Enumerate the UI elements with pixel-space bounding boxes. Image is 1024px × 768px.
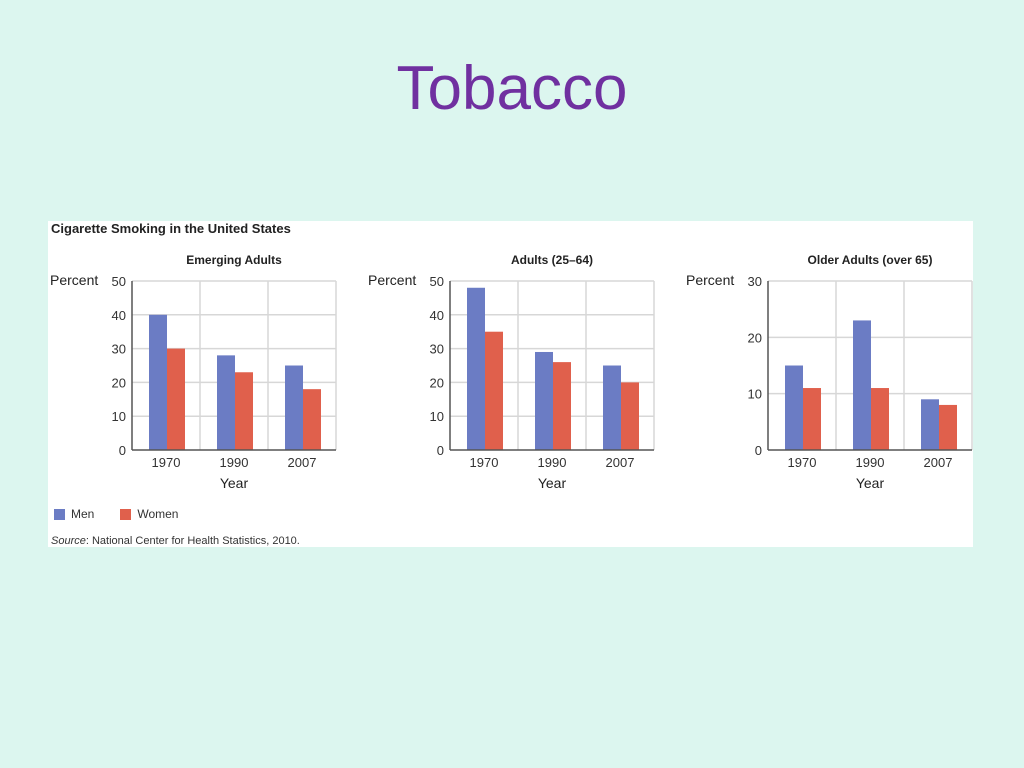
legend: Men Women: [54, 507, 204, 521]
source-text: : National Center for Health Statistics,…: [85, 535, 300, 547]
panel3-bar-men-1990: [853, 320, 871, 450]
chart-figure: Cigarette Smoking in the United States E…: [48, 221, 973, 547]
panel1-bar-women-1990: [235, 372, 253, 450]
figure-title: Cigarette Smoking in the United States: [51, 221, 291, 236]
panel1-ytick-label: 50: [112, 274, 126, 289]
panel2-ytick-label: 50: [430, 274, 444, 289]
legend-swatch-men: [54, 508, 65, 520]
panel2-ytick-label: 30: [430, 342, 444, 357]
source-label: Source: [51, 535, 86, 547]
panel2-bar-men-1990: [535, 351, 553, 450]
panel1-bar-women-1970: [167, 348, 185, 450]
panel2-bar-women-1990: [553, 362, 571, 450]
panel3-ytick-label: 10: [748, 387, 762, 402]
slide-title: Tobacco: [396, 54, 628, 123]
legend-item-women: Women: [120, 507, 178, 521]
panel1-ytick-label: 0: [119, 443, 126, 458]
panel3-xtick-label: 2007: [924, 455, 953, 470]
legend-label-men: Men: [71, 507, 95, 521]
panel3-bar-men-2007: [921, 399, 939, 450]
panel1-xtick-label: 1970: [152, 455, 181, 470]
panel2-xtick-label: 2007: [606, 455, 635, 470]
panel1-xtick-label: 2007: [288, 455, 317, 470]
panel1-bar-men-2007: [285, 365, 303, 450]
legend-label-women: Women: [137, 507, 179, 521]
panel1-ytick-label: 10: [112, 409, 126, 424]
panel1-bar-men-1970: [149, 314, 167, 450]
panel2-ytick-label: 10: [430, 409, 444, 424]
panel3-ytick-label: 30: [748, 274, 762, 289]
panel2-xtick-label: 1990: [538, 455, 567, 470]
panel2-ytick-label: 0: [437, 443, 444, 458]
panel1-ytick-label: 30: [112, 342, 126, 357]
legend-item-men: Men: [54, 507, 94, 521]
panel3-bar-women-1970: [803, 388, 821, 450]
panel3-bar-women-2007: [939, 404, 957, 450]
panel2-xtick-label: 1970: [470, 455, 499, 470]
legend-swatch-women: [120, 508, 132, 520]
panel1-xtick-label: 1990: [220, 455, 249, 470]
panel3-xlabel: Year: [856, 475, 885, 491]
panel1-bar-men-1990: [217, 355, 235, 450]
panel3-title: Older Adults (over 65): [808, 253, 933, 267]
panel1-xlabel: Year: [220, 475, 249, 491]
panel3-ytick-label: 20: [748, 330, 762, 345]
panel2-bar-men-1970: [467, 287, 485, 450]
panel1-ylabel: Percent: [50, 272, 98, 288]
panel3-bar-men-1970: [785, 365, 803, 450]
panel1-bar-women-2007: [303, 389, 321, 450]
source-note: Source: National Center for Health Stati…: [51, 535, 300, 547]
panel2-bar-men-2007: [603, 365, 621, 450]
charts-svg: Emerging Adults Percent 0 10 20 30 40 50 1970 199…: [50, 253, 973, 491]
panel3-xtick-label: 1990: [856, 455, 885, 470]
panel3-xtick-label: 1970: [788, 455, 817, 470]
panel3-ytick-label: 0: [755, 443, 762, 458]
panel1-ytick-label: 20: [112, 375, 126, 390]
panel2-ytick-label: 20: [430, 375, 444, 390]
panel1-ytick-label: 40: [112, 308, 126, 323]
panel2-bar-women-1970: [485, 331, 503, 450]
panel1-title: Emerging Adults: [186, 253, 282, 267]
panel3-ylabel: Percent: [686, 272, 734, 288]
panel2-ylabel: Percent: [368, 272, 416, 288]
panel2-xlabel: Year: [538, 475, 567, 491]
panel2-ytick-label: 40: [430, 308, 444, 323]
panel2-title: Adults (25–64): [511, 253, 593, 267]
panel3-bar-women-1990: [871, 388, 889, 450]
panel2-bar-women-2007: [621, 382, 639, 450]
